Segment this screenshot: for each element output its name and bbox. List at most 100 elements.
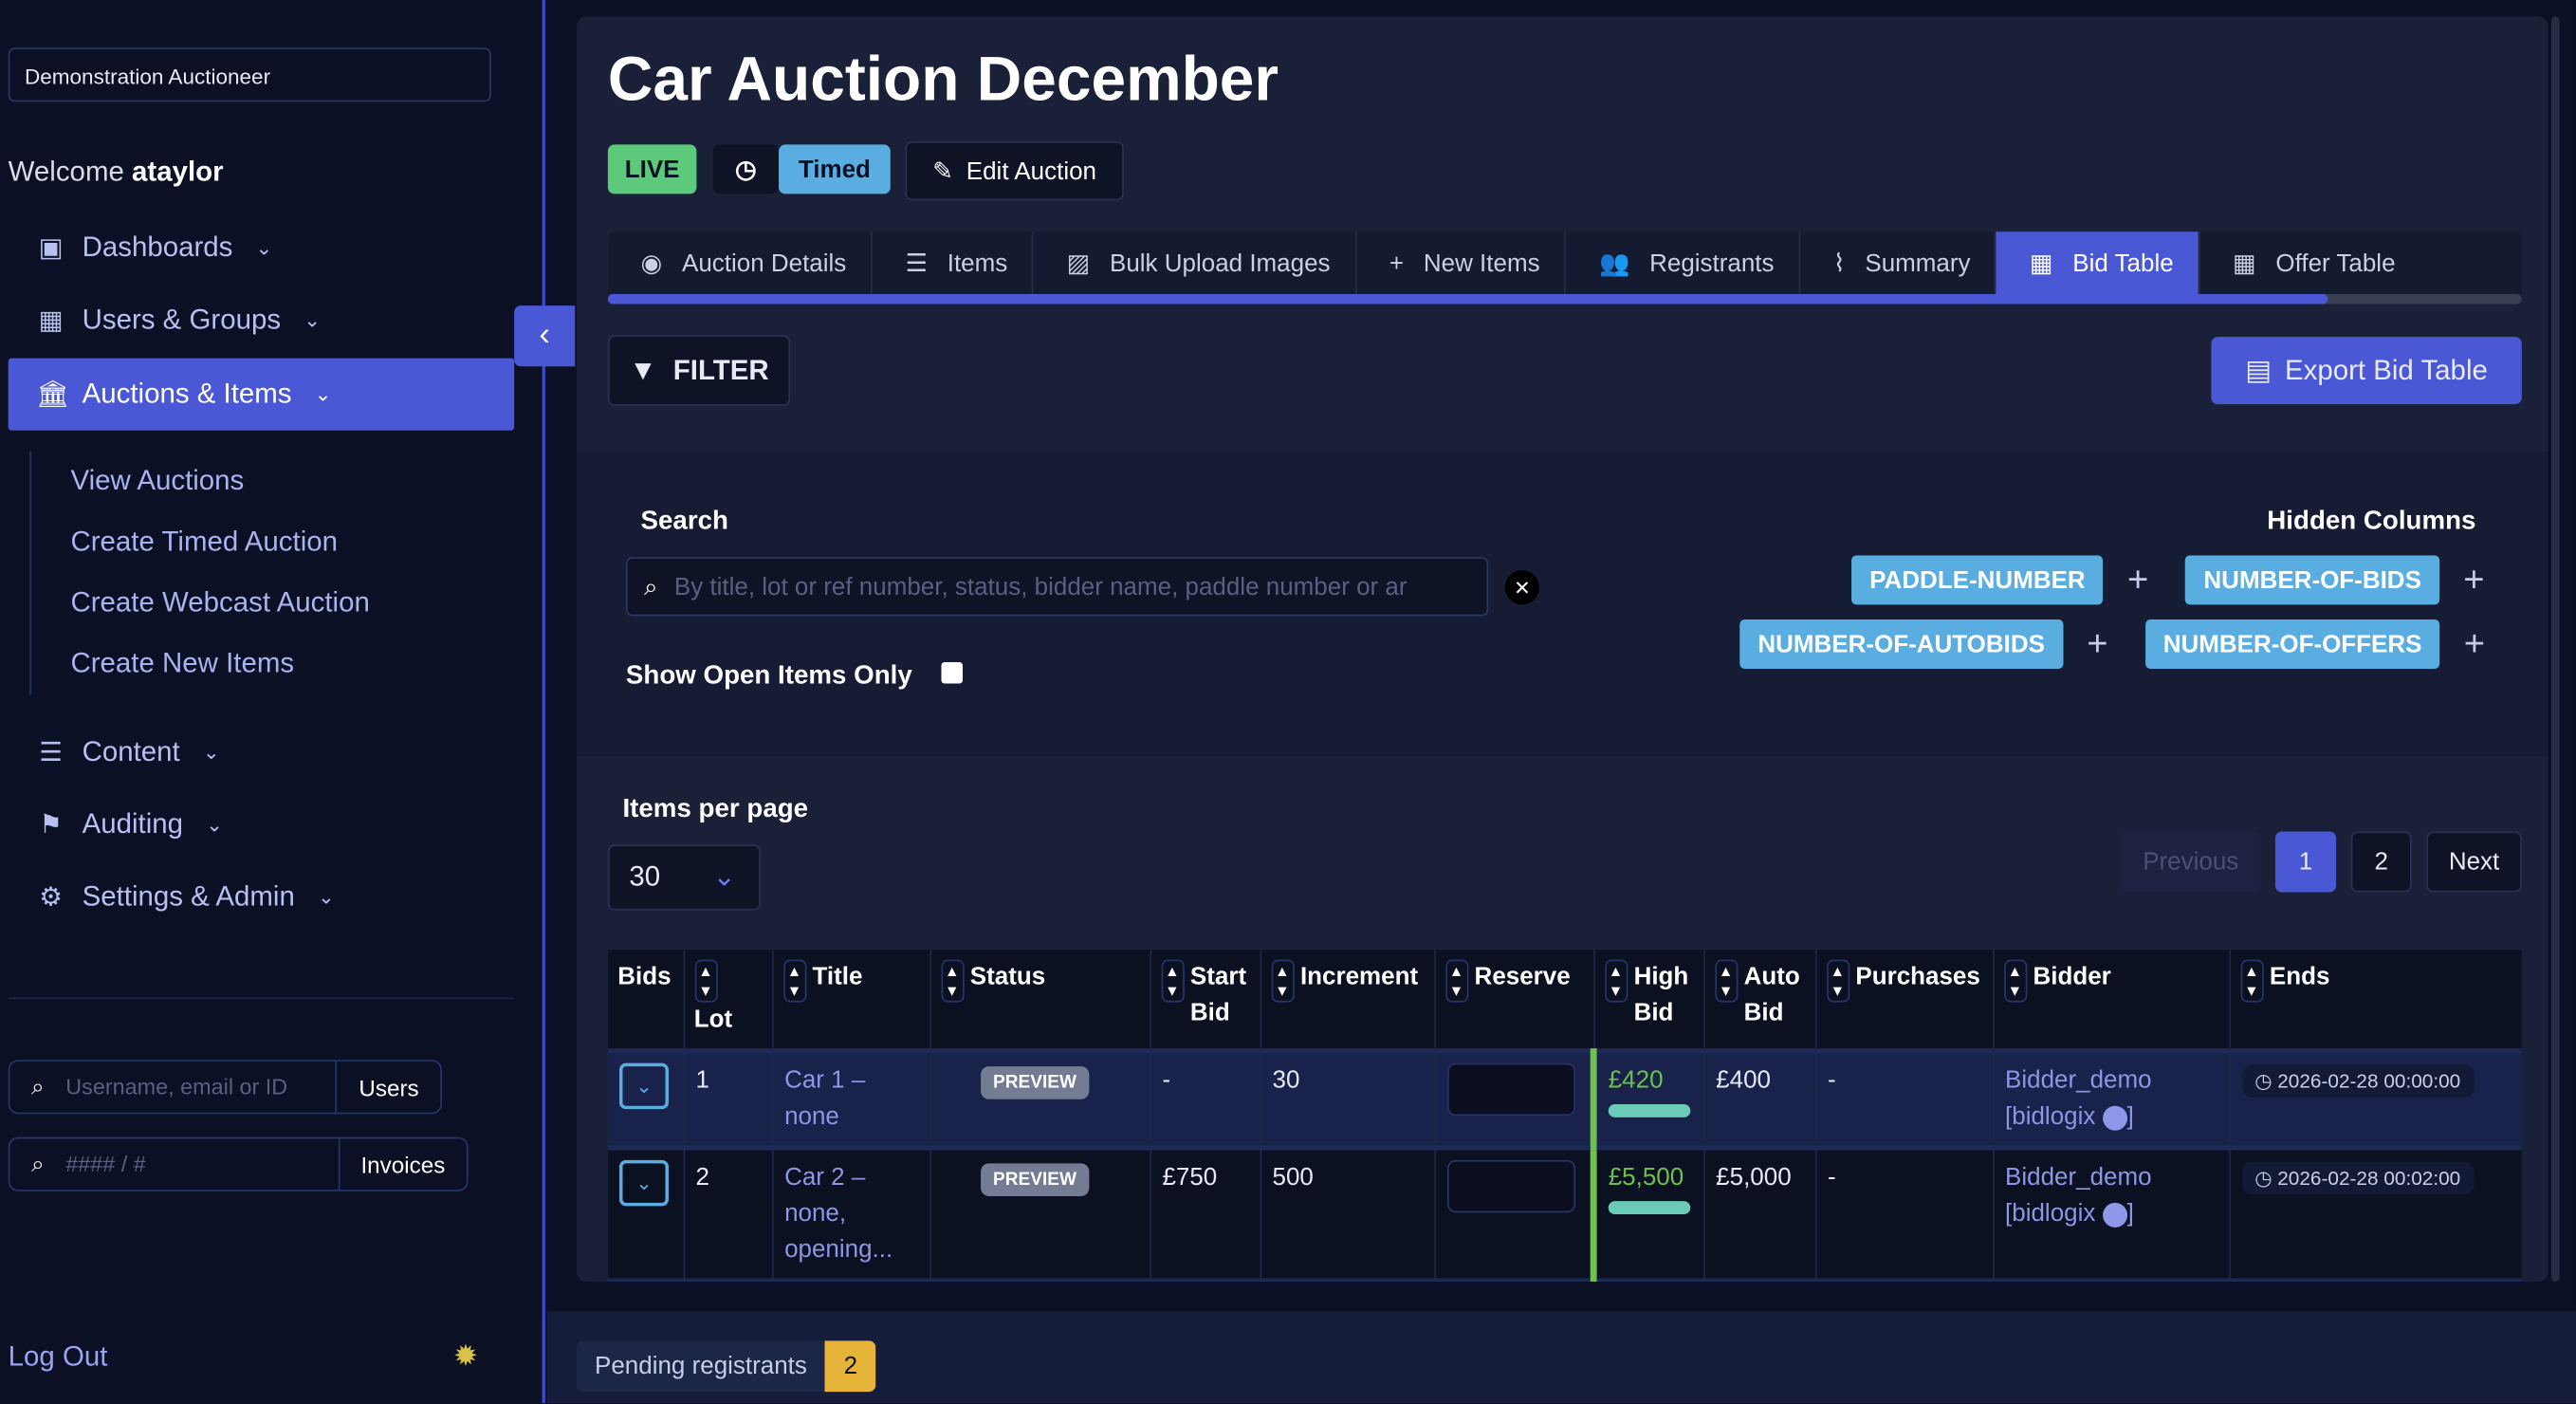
tab-registrants[interactable]: 👥 Registrants <box>1566 231 1801 295</box>
nav-content[interactable]: ☰ Content ⌄ <box>9 716 514 788</box>
tab-scrollbar[interactable] <box>607 294 2522 305</box>
column-header[interactable]: ▲ ▼ Start Bid <box>1150 950 1261 1051</box>
collapse-sidebar-button[interactable]: ‹ <box>514 305 576 367</box>
ends-cell: ◷ 2026-02-28 00:02:00 <box>2229 1145 2522 1282</box>
submenu-line <box>29 452 31 695</box>
sort-icon[interactable]: ▲ ▼ <box>1270 959 1295 1003</box>
pending-registrants[interactable]: Pending registrants 2 <box>576 1340 876 1393</box>
title-link[interactable]: Car 3 – <box>772 1278 931 1283</box>
chevron-down-icon: ⌄ <box>206 813 223 837</box>
tab-auction-details[interactable]: ◉ Auction Details <box>608 231 874 295</box>
sort-icon[interactable]: ▲ ▼ <box>1714 959 1738 1003</box>
sort-icon[interactable]: ▲ ▼ <box>1160 959 1184 1003</box>
bidder-name: Bidder_demo <box>2005 1163 2152 1192</box>
column-header[interactable]: ▲ ▼ Auto Bid <box>1703 950 1816 1051</box>
timed-badge: Timed <box>779 144 891 194</box>
plus-icon[interactable]: + <box>2087 622 2108 664</box>
bidder-link[interactable]: Bidder_demo [bidlogix ] <box>1993 1145 2231 1282</box>
next-button[interactable]: Next <box>2426 831 2522 893</box>
invoices-search-button[interactable]: Invoices <box>338 1138 467 1191</box>
previous-button[interactable]: Previous <box>2121 831 2261 893</box>
expand-bids-button[interactable]: ⌄ <box>619 1062 669 1110</box>
nav-settings-admin[interactable]: ⚙ Settings & Admin ⌄ <box>9 861 514 933</box>
column-header[interactable]: ▲ ▼ High Bid <box>1593 950 1705 1051</box>
column-header[interactable]: ▲ ▼ Title <box>772 950 931 1051</box>
sub-create-webcast-auction[interactable]: Create Webcast Auction <box>70 586 370 619</box>
sort-icon[interactable]: ▲ ▼ <box>2239 959 2263 1003</box>
column-header[interactable]: ▲ ▼ Status <box>929 950 1151 1051</box>
column-header[interactable]: ▲ ▼ Increment <box>1260 950 1435 1051</box>
sort-icon[interactable]: ▲ ▼ <box>2003 959 2027 1003</box>
sub-create-new-items[interactable]: Create New Items <box>70 647 295 679</box>
theme-toggle-icon[interactable]: ✹ <box>453 1339 479 1373</box>
invoice-search-input[interactable]: #### / # <box>65 1152 146 1177</box>
nav-dashboards[interactable]: ▣ Dashboards ⌄ <box>9 212 514 284</box>
nav-auditing[interactable]: ⚑ Auditing ⌄ <box>9 788 514 860</box>
filter-button[interactable]: ▼ FILTER <box>607 335 791 406</box>
plus-icon[interactable]: + <box>2463 558 2485 600</box>
images-icon: ▨ <box>1066 249 1091 278</box>
organisation-selector[interactable]: Demonstration Auctioneer <box>8 47 491 102</box>
sort-icon[interactable]: ▲ ▼ <box>940 959 964 1003</box>
scrollbar[interactable] <box>2550 16 2560 1283</box>
open-items-checkbox[interactable] <box>941 662 964 684</box>
nav-label: Users & Groups <box>82 304 282 336</box>
sub-view-auctions[interactable]: View Auctions <box>70 465 245 497</box>
items-per-page-select[interactable]: 30 ⌄ <box>607 844 761 911</box>
filter-icon: ▼ <box>629 354 657 386</box>
expand-bids-button[interactable]: ⌄ <box>619 1159 669 1207</box>
nav-auctions-items[interactable]: 🏛 Auctions & Items ⌄ <box>8 358 515 431</box>
sort-icon[interactable]: ▲ ▼ <box>693 959 718 1003</box>
tab-bid-table[interactable]: ▦ Bid Table <box>1996 231 2200 295</box>
increment-cell: 500 <box>1260 1145 1435 1282</box>
bidder-link[interactable]: Bidder_demo <box>1993 1278 2231 1283</box>
bidder-avatar-icon <box>2102 1104 2127 1130</box>
sort-icon[interactable]: ▲ ▼ <box>1444 959 1468 1003</box>
clear-search-button[interactable]: ✕ <box>1504 570 1539 605</box>
edit-auction-button[interactable]: ✎ Edit Auction <box>905 140 1124 201</box>
export-bid-table-button[interactable]: ▤ Export Bid Table <box>2211 337 2522 405</box>
search-input[interactable]: ⌕ By title, lot or ref number, status, bi… <box>625 557 1489 617</box>
plus-icon: + <box>1389 249 1405 277</box>
plus-icon[interactable]: + <box>2463 622 2486 664</box>
column-header[interactable]: ▲ ▼ Lot <box>683 950 773 1051</box>
logout-link[interactable]: Log Out <box>8 1340 108 1373</box>
bidder-link[interactable]: Bidder_demo [bidlogix ] <box>1993 1048 2231 1148</box>
sort-icon[interactable]: ▲ ▼ <box>782 959 806 1003</box>
column-header[interactable]: ▲ ▼ Purchases <box>1814 950 1994 1051</box>
status-badge: PREVIEW <box>980 1163 1090 1196</box>
search-placeholder: By title, lot or ref number, status, bid… <box>673 572 1408 601</box>
reserve-input[interactable] <box>1446 1062 1575 1117</box>
column-header[interactable]: Bids <box>607 950 685 1051</box>
purchases-cell: - <box>1814 1278 1994 1283</box>
start-bid-cell: £100 <box>1150 1278 1261 1283</box>
tab-summary[interactable]: ⌇ Summary <box>1800 231 1997 295</box>
sub-create-timed-auction[interactable]: Create Timed Auction <box>70 526 339 558</box>
user-search-input[interactable]: Username, email or ID <box>65 1074 288 1099</box>
reserve-input[interactable] <box>1446 1159 1575 1213</box>
chevron-down-icon: ⌄ <box>314 382 332 406</box>
reserve-cell <box>1434 1145 1595 1282</box>
nav-users-groups[interactable]: ▦ Users & Groups ⌄ <box>9 285 514 357</box>
page-1-button[interactable]: 1 <box>2274 831 2337 893</box>
title-link[interactable]: Car 2 – none, opening... <box>772 1145 931 1282</box>
column-header[interactable]: ▲ ▼ Bidder <box>1993 950 2231 1051</box>
sort-icon[interactable]: ▲ ▼ <box>1826 959 1849 1003</box>
tab-bulk-upload-images[interactable]: ▨ Bulk Upload Images <box>1034 231 1357 295</box>
users-search-button[interactable]: Users <box>336 1061 440 1113</box>
page-2-button[interactable]: 2 <box>2350 831 2412 893</box>
edit-auction-label: Edit Auction <box>966 157 1096 185</box>
nav-label: Auctions & Items <box>82 378 292 410</box>
tab-offer-table[interactable]: ▦ Offer Table <box>2199 231 2420 294</box>
title-link[interactable]: Car 1 – none <box>772 1048 931 1148</box>
column-header[interactable]: ▲ ▼ Ends <box>2229 950 2522 1051</box>
header-label: Status <box>969 963 1046 991</box>
tab-items[interactable]: ☰ Items <box>873 231 1035 295</box>
search-icon: ⌕ <box>31 1073 45 1099</box>
tab-new-items[interactable]: + New Items <box>1356 231 1567 295</box>
edit-icon: ✎ <box>932 157 953 186</box>
sort-icon[interactable]: ▲ ▼ <box>1604 959 1628 1003</box>
plus-icon[interactable]: + <box>2126 558 2149 600</box>
column-header[interactable]: ▲ ▼ Reserve <box>1434 950 1595 1051</box>
footer-bar <box>546 1311 2576 1404</box>
